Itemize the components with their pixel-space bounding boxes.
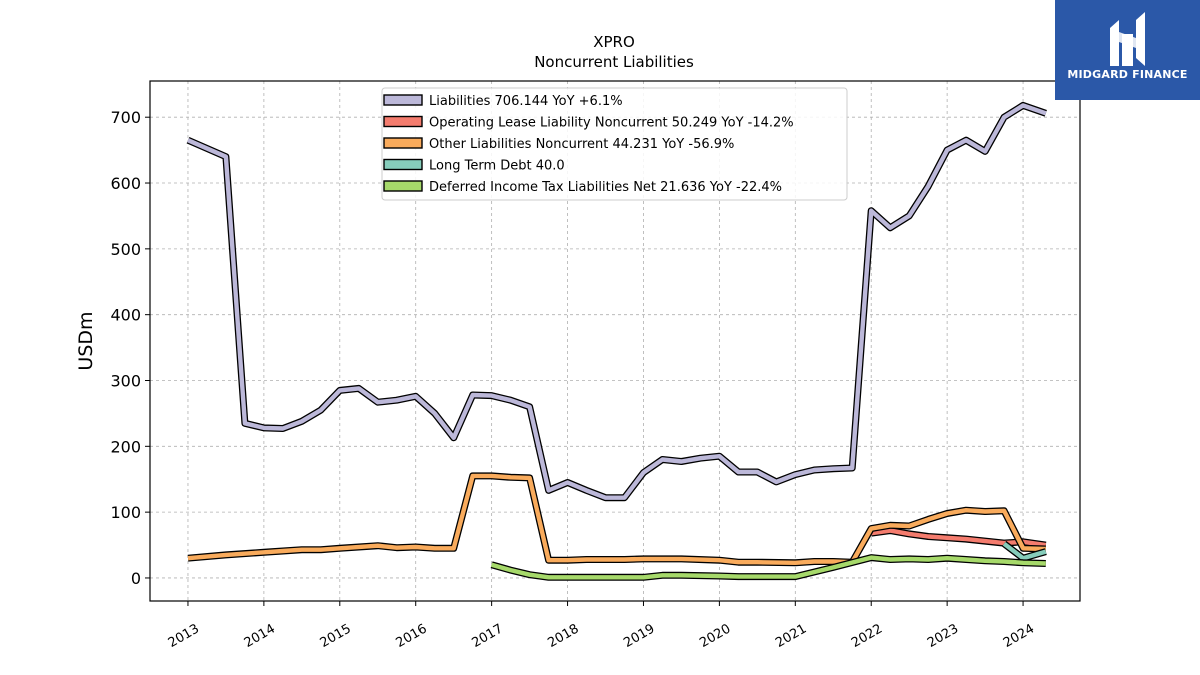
x-tick-label: 2014 (242, 621, 278, 651)
x-tick-label: 2016 (394, 621, 430, 651)
chart-subtitle: Noncurrent Liabilities (534, 53, 694, 71)
y-tick-label: 100 (110, 503, 141, 522)
y-tick-label: 500 (110, 240, 141, 259)
y-tick-label: 0 (131, 569, 141, 588)
x-tick-label: 2015 (318, 621, 354, 651)
legend: Liabilities 706.144 YoY +6.1% Operating L… (381, 87, 848, 201)
series-line-long-term-debt (1002, 541, 1047, 561)
brand-logo: MIDGARD FINANCE (1055, 0, 1200, 100)
plot-frame (149, 80, 1081, 602)
legend-label: Other Liabilities Noncurrent 44.231 YoY … (429, 137, 734, 152)
series-line-operating-lease-liability-noncurrent (870, 528, 1047, 548)
series-lines (186, 101, 1047, 581)
x-tick-label: 2013 (166, 621, 202, 651)
x-tick-label: 2022 (849, 621, 885, 651)
y-tick-label: 200 (110, 437, 141, 456)
y-tick-label: 300 (110, 371, 141, 390)
legend-label: Deferred Income Tax Liabilities Net 21.6… (429, 180, 782, 195)
x-axis: 2013 2014 2015 2016 2017 2018 2019 2020 2021 2022… (166, 601, 1037, 651)
x-tick-label: 2020 (697, 621, 733, 651)
series-line-liabilities (187, 103, 1047, 500)
x-tick-label: 2021 (773, 621, 809, 651)
legend-swatch (383, 94, 423, 106)
x-tick-label: 2017 (469, 621, 505, 651)
y-tick-label: 600 (110, 174, 141, 193)
y-tick-label: 700 (110, 108, 141, 127)
legend-label: Liabilities 706.144 YoY +6.1% (429, 94, 623, 109)
legend-label: Long Term Debt 40.0 (429, 159, 565, 174)
series-line-other-liabilities-noncurrent (187, 473, 1046, 565)
y-axis: 0 100 200 300 400 500 600 700 (110, 108, 150, 588)
legend-swatch (383, 158, 423, 171)
x-tick-label: 2023 (925, 621, 961, 651)
chart-title: XPRO (593, 33, 635, 51)
x-tick-label: 2019 (621, 621, 657, 651)
x-tick-label: 2024 (1001, 621, 1037, 651)
legend-label: Operating Lease Liability Noncurrent 50.… (429, 116, 794, 131)
brand-name: MIDGARD FINANCE (1067, 68, 1188, 81)
y-tick-label: 400 (110, 306, 141, 325)
legend-swatch (383, 180, 423, 192)
x-tick-label: 2018 (545, 621, 581, 651)
legend-swatch (383, 115, 423, 128)
series-line-deferred-income-tax-liabilities-net (491, 555, 1046, 580)
legend-swatch (383, 137, 423, 149)
legend-box (381, 87, 848, 201)
y-axis-label: USDm (75, 311, 97, 370)
brand-emblem-icon (1110, 12, 1145, 66)
